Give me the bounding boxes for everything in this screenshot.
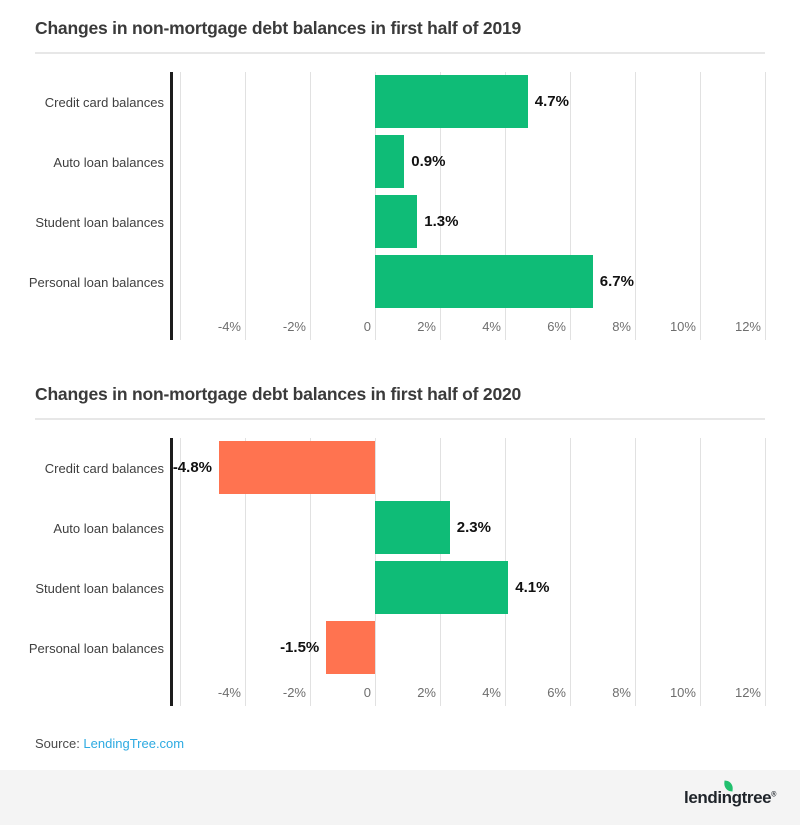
source-line: Source: LendingTree.com xyxy=(35,736,765,751)
bar-chart-2019: Credit card balances Auto loan balances St… xyxy=(28,72,766,340)
value-label: -4.8% xyxy=(172,459,212,476)
title-divider xyxy=(35,418,765,420)
gridline xyxy=(244,438,246,706)
x-tick-label: 10% xyxy=(669,319,696,334)
gridline xyxy=(244,72,246,340)
x-tick-label: 0 xyxy=(363,685,371,700)
gridline xyxy=(180,72,181,340)
gridline xyxy=(439,72,441,340)
category-label: Auto loan balances xyxy=(53,154,164,170)
x-tick-label: 6% xyxy=(547,685,566,700)
x-tick-label: 0 xyxy=(363,319,371,334)
bar xyxy=(375,561,509,614)
x-tick-label: 12% xyxy=(734,685,761,700)
category-label: Personal loan balances xyxy=(28,274,164,290)
gridline xyxy=(765,438,766,706)
category-labels: Credit card balances Auto loan balances St… xyxy=(28,438,164,706)
gridline xyxy=(505,72,506,340)
x-tick-label: 6% xyxy=(547,319,566,334)
bar xyxy=(375,501,450,554)
gridline xyxy=(180,438,181,706)
x-tick-label: 4% xyxy=(482,319,501,334)
value-label: 4.7% xyxy=(534,93,569,110)
x-tick-label: -4% xyxy=(217,319,241,334)
plot-area: 4.7% 0.9% 1.3% 6.7% -4% -2% 0 2% 4% 6% 8% 10% 12% xyxy=(180,72,766,340)
y-axis-line xyxy=(170,72,173,340)
bar xyxy=(375,255,593,308)
bar xyxy=(375,75,528,128)
bar xyxy=(375,195,418,248)
x-tick-label: 2% xyxy=(417,319,436,334)
bar-chart-2020: Credit card balances Auto loan balances St… xyxy=(28,438,766,706)
footer-band: lendingtree® xyxy=(0,770,800,825)
x-tick-label: 8% xyxy=(612,319,631,334)
chart-section-2019: Changes in non-mortgage debt balances in… xyxy=(28,0,766,340)
value-label: 6.7% xyxy=(599,273,634,290)
x-tick-label: -2% xyxy=(282,685,306,700)
value-label: 0.9% xyxy=(411,153,446,170)
x-tick-label: -2% xyxy=(282,319,306,334)
gridline xyxy=(699,438,701,706)
bar xyxy=(219,441,375,494)
value-label: 1.3% xyxy=(424,213,459,230)
bar xyxy=(375,135,405,188)
y-axis-line xyxy=(170,438,173,706)
category-label: Auto loan balances xyxy=(53,520,164,536)
registered-mark: ® xyxy=(771,791,776,799)
gridline xyxy=(635,72,636,340)
category-label: Credit card balances xyxy=(44,94,164,110)
gridline xyxy=(635,438,636,706)
category-label: Student loan balances xyxy=(35,580,164,596)
gridline xyxy=(570,72,571,340)
bar xyxy=(326,621,375,674)
category-label: Personal loan balances xyxy=(28,640,164,656)
x-tick-label: 10% xyxy=(669,685,696,700)
chart-title-2019: Changes in non-mortgage debt balances in… xyxy=(35,18,522,38)
x-tick-label: -4% xyxy=(217,685,241,700)
source-label: Source: xyxy=(35,736,84,751)
gridline xyxy=(699,72,701,340)
value-label: 4.1% xyxy=(515,579,550,596)
category-label: Credit card balances xyxy=(44,460,164,476)
x-tick-label: 8% xyxy=(612,685,631,700)
value-label: 2.3% xyxy=(456,519,491,536)
value-label: -1.5% xyxy=(280,639,320,656)
category-labels: Credit card balances Auto loan balances St… xyxy=(28,72,164,340)
x-tick-label: 2% xyxy=(417,685,436,700)
x-tick-label: 12% xyxy=(734,319,761,334)
title-divider xyxy=(35,52,765,54)
gridline xyxy=(570,438,571,706)
source-link[interactable]: LendingTree.com xyxy=(83,736,185,751)
chart-title-2020: Changes in non-mortgage debt balances in… xyxy=(35,384,522,404)
category-label: Student loan balances xyxy=(35,214,164,230)
x-tick-label: 4% xyxy=(482,685,501,700)
chart-section-2020: Changes in non-mortgage debt balances in… xyxy=(28,340,766,706)
logo-text: lendingtree xyxy=(684,788,772,807)
gridline xyxy=(765,72,766,340)
gridline xyxy=(309,438,311,706)
plot-area: -4.8% 2.3% 4.1% -1.5% -4% -2% 0 2% 4% 6% 8% 10% 12% xyxy=(173,438,766,706)
lendingtree-logo: lendingtree® xyxy=(684,780,776,807)
gridline xyxy=(309,72,311,340)
